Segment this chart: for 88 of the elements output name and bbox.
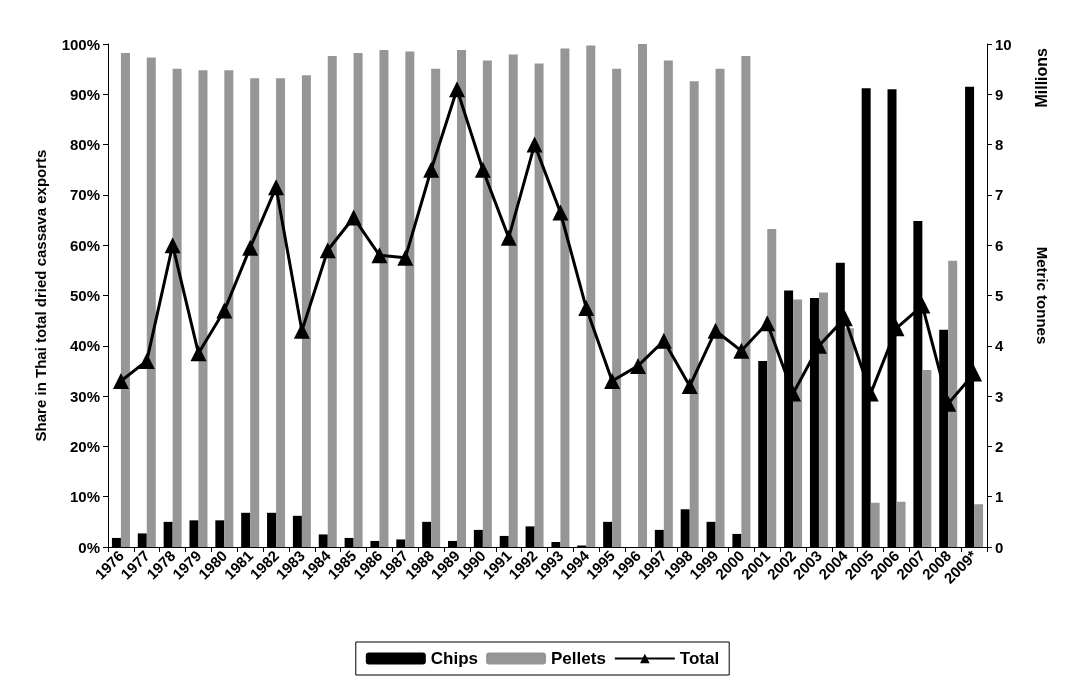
bar [172, 68, 182, 547]
point [733, 342, 750, 359]
point [449, 81, 466, 98]
y-tick-label: 40% [69, 337, 100, 355]
y-tick-label: 50% [69, 287, 100, 304]
y-tick-label: 90% [69, 85, 100, 103]
y-axis-title: Share in Thai total dried cassava exports [32, 149, 49, 442]
point [759, 315, 776, 332]
y2-tick-label: 2 [995, 437, 1004, 455]
point [293, 322, 310, 339]
legend-label: Pellets [551, 649, 606, 668]
point [319, 242, 336, 259]
bar [612, 68, 622, 547]
point [423, 161, 440, 178]
bar [250, 78, 260, 547]
y2-axis-title: Metric tonnes [1034, 246, 1051, 345]
point [681, 378, 698, 395]
legend-label: Total [679, 649, 720, 668]
bar [508, 54, 518, 547]
y-tick-label: 70% [69, 186, 100, 204]
point [707, 322, 724, 339]
y2-tick-label: 1 [995, 488, 1004, 506]
bar [896, 501, 906, 547]
bar [482, 60, 492, 547]
bar [146, 57, 156, 547]
bar [301, 75, 311, 547]
point [268, 179, 285, 196]
legend-label: Chips [430, 649, 479, 668]
y-tick-label: 80% [69, 136, 100, 154]
y2-tick-label: 8 [995, 136, 1004, 154]
bar [120, 53, 130, 547]
bar [353, 53, 363, 547]
bar [870, 502, 880, 547]
y-tick-label: 20% [69, 437, 100, 455]
point [629, 357, 646, 374]
y2-tick-label: 0 [995, 538, 1004, 556]
bar [560, 48, 570, 547]
bar [818, 292, 828, 547]
bar [198, 70, 208, 547]
y-tick-label: 0% [78, 538, 100, 556]
bar [637, 44, 647, 547]
bar [689, 81, 699, 547]
y2-tick-label: 3 [995, 387, 1004, 405]
y-tick-label: 30% [69, 387, 100, 405]
point [578, 300, 595, 317]
bar [844, 328, 854, 547]
text: Millions [1032, 47, 1050, 108]
bar [974, 504, 984, 547]
point [371, 247, 388, 264]
bar [948, 260, 958, 547]
point [474, 161, 491, 178]
bar [276, 78, 286, 547]
point [655, 332, 672, 349]
y2-tick-label: 4 [995, 337, 1004, 355]
point [190, 345, 207, 362]
y-tick-label: 100% [61, 35, 100, 53]
y2-tick-label: 5 [995, 287, 1004, 304]
point [604, 373, 621, 390]
bar [327, 56, 337, 547]
point [216, 302, 233, 319]
point [164, 237, 181, 254]
bar [431, 68, 441, 547]
point [242, 239, 259, 256]
bar [793, 299, 803, 547]
bar [586, 45, 596, 547]
bar [922, 369, 932, 547]
point [552, 204, 569, 221]
bar [741, 56, 751, 547]
bar [767, 229, 777, 547]
point [112, 373, 129, 390]
bar [663, 60, 673, 547]
y2-tick-label: 6 [995, 236, 1004, 254]
point [397, 249, 414, 266]
point [500, 229, 517, 246]
point [345, 209, 362, 226]
y-tick-label: 60% [69, 236, 100, 254]
y2-tick-label: 10 [995, 35, 1012, 53]
bar [224, 70, 234, 547]
bar [405, 51, 415, 547]
bar [379, 50, 389, 547]
bar [534, 63, 544, 547]
bar [715, 68, 725, 547]
y-tick-label: 10% [69, 488, 100, 506]
y2-tick-label: 9 [995, 85, 1004, 103]
y2-tick-label: 7 [995, 186, 1004, 204]
point [138, 352, 155, 369]
point [526, 136, 543, 153]
bar [457, 50, 467, 547]
